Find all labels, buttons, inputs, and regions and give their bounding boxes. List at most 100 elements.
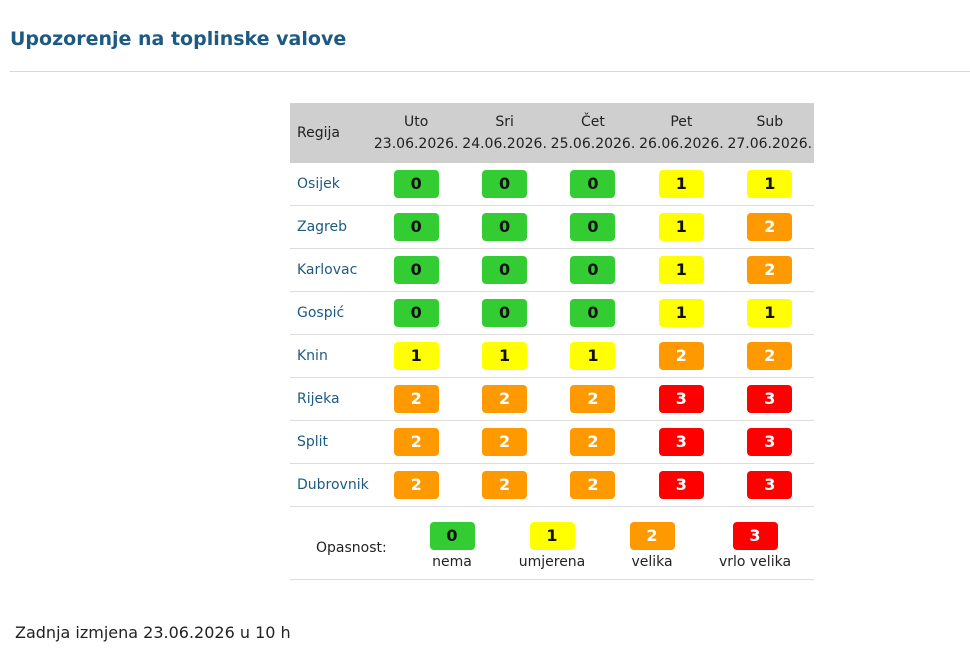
region-cell: Knin	[290, 334, 372, 378]
level-badge: 1	[393, 342, 439, 370]
region-link[interactable]: Karlovac	[297, 262, 358, 278]
level-badge: 2	[570, 385, 616, 413]
table-row: Rijeka 2 2 2 3 3	[290, 377, 814, 421]
level-cell: 3	[725, 420, 814, 464]
legend-item-2: 2 velika	[602, 522, 702, 570]
region-cell: Osijek	[290, 163, 372, 206]
heatwave-table: Regija Uto 23.06.2026. Sri 24.06.2026. Čet…	[290, 103, 814, 507]
level-cell: 2	[372, 420, 461, 464]
day-name: Pet	[670, 114, 693, 130]
level-cell: 1	[548, 334, 638, 378]
level-badge: 3	[747, 385, 793, 413]
legend-badge: 3	[732, 522, 778, 550]
level-badge: 1	[747, 299, 793, 327]
level-cell: 1	[637, 291, 726, 335]
legend-text: nema	[432, 554, 472, 570]
level-cell: 3	[637, 463, 726, 507]
legend-item-1: 1 umjerena	[502, 522, 602, 570]
level-cell: 3	[725, 463, 814, 507]
day-date: 25.06.2026.	[550, 136, 636, 152]
day-name: Sri	[495, 114, 514, 130]
region-link[interactable]: Split	[297, 434, 329, 450]
level-cell: 1	[637, 163, 726, 206]
table-row: Knin 1 1 1 2 2	[290, 334, 814, 378]
level-badge: 1	[658, 170, 704, 198]
region-cell: Split	[290, 420, 372, 464]
level-badge: 0	[482, 170, 528, 198]
level-cell: 0	[460, 205, 549, 249]
day-column-header: Čet 25.06.2026.	[548, 103, 638, 163]
legend-badge: 1	[529, 522, 575, 550]
level-badge: 2	[747, 342, 793, 370]
level-cell: 0	[548, 248, 638, 292]
table-row: Gospić 0 0 0 1 1	[290, 291, 814, 335]
level-badge: 2	[393, 428, 439, 456]
level-cell: 0	[460, 291, 549, 335]
level-badge: 3	[658, 471, 704, 499]
level-badge: 0	[570, 170, 616, 198]
level-badge: 0	[393, 256, 439, 284]
level-badge: 2	[658, 342, 704, 370]
page-title: Upozorenje na toplinske valove	[10, 28, 347, 50]
level-cell: 2	[637, 334, 726, 378]
level-cell: 2	[460, 463, 549, 507]
level-badge: 2	[747, 213, 793, 241]
level-cell: 2	[460, 377, 549, 421]
level-cell: 1	[637, 205, 726, 249]
level-cell: 2	[725, 205, 814, 249]
legend-item-3: 3 vrlo velika	[705, 522, 805, 570]
table-row: Split 2 2 2 3 3	[290, 420, 814, 464]
region-cell: Gospić	[290, 291, 372, 335]
day-column-header: Pet 26.06.2026.	[637, 103, 726, 163]
region-link[interactable]: Osijek	[297, 176, 340, 192]
level-cell: 1	[372, 334, 461, 378]
region-link[interactable]: Gospić	[297, 305, 345, 321]
level-badge: 2	[393, 471, 439, 499]
day-column-header: Sri 24.06.2026.	[460, 103, 549, 163]
level-cell: 0	[460, 248, 549, 292]
level-badge: 0	[570, 256, 616, 284]
day-name: Uto	[404, 114, 429, 130]
table-row: Zagreb 0 0 0 1 2	[290, 205, 814, 249]
level-cell: 2	[725, 334, 814, 378]
level-cell: 2	[372, 463, 461, 507]
region-link[interactable]: Knin	[297, 348, 328, 364]
region-link[interactable]: Dubrovnik	[297, 477, 369, 493]
region-cell: Karlovac	[290, 248, 372, 292]
level-badge: 2	[570, 428, 616, 456]
day-date: 23.06.2026.	[373, 136, 459, 152]
level-cell: 3	[725, 377, 814, 421]
legend-badge: 2	[629, 522, 675, 550]
level-badge: 2	[393, 385, 439, 413]
legend-label: Opasnost:	[316, 540, 387, 556]
region-link[interactable]: Zagreb	[297, 219, 348, 235]
region-cell: Rijeka	[290, 377, 372, 421]
level-cell: 3	[637, 420, 726, 464]
level-badge: 1	[747, 170, 793, 198]
day-column-header: Sub 27.06.2026.	[725, 103, 814, 163]
legend-text: velika	[631, 554, 673, 570]
region-link[interactable]: Rijeka	[297, 391, 340, 407]
level-badge: 2	[482, 471, 528, 499]
level-cell: 2	[372, 377, 461, 421]
level-badge: 0	[393, 299, 439, 327]
table-row: Dubrovnik 2 2 2 3 3	[290, 463, 814, 507]
level-cell: 0	[548, 291, 638, 335]
level-cell: 1	[637, 248, 726, 292]
day-date: 27.06.2026.	[727, 136, 813, 152]
level-cell: 1	[460, 334, 549, 378]
level-badge: 2	[747, 256, 793, 284]
level-badge: 2	[570, 471, 616, 499]
level-badge: 1	[658, 299, 704, 327]
level-cell: 2	[548, 463, 638, 507]
table-row: Osijek 0 0 0 1 1	[290, 163, 814, 206]
level-cell: 0	[372, 248, 461, 292]
day-date: 26.06.2026.	[639, 136, 724, 152]
level-badge: 1	[658, 213, 704, 241]
level-cell: 0	[548, 163, 638, 206]
table-body: Osijek 0 0 0 1 1 Zagreb 0 0 0 1 2 Karlovac 0 0 0 1 2 Gospi…	[290, 163, 814, 507]
level-badge: 3	[658, 428, 704, 456]
level-cell: 2	[460, 420, 549, 464]
level-badge: 3	[658, 385, 704, 413]
level-badge: 0	[482, 299, 528, 327]
